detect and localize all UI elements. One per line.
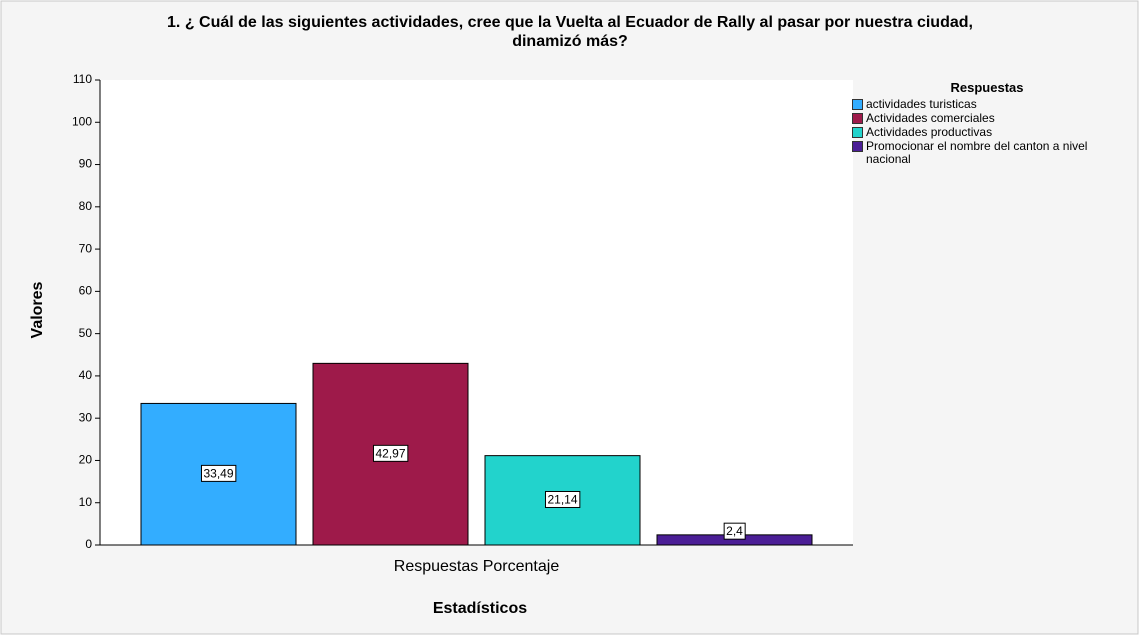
data-label-box: [544, 490, 581, 508]
legend-label: actividades turisticas: [866, 97, 977, 111]
legend-swatch: [852, 99, 863, 110]
bar: [484, 455, 641, 546]
legend-item: Promocionar el nombre del canton a nivel…: [852, 140, 1102, 166]
y-tick-label: 70: [79, 241, 93, 255]
y-tick-label: 80: [79, 199, 93, 213]
y-tick-label: 0: [85, 537, 92, 551]
y-tick-label: 50: [79, 326, 93, 340]
data-label: 21,14: [544, 490, 581, 508]
legend: Respuestas actividades turisticas Activid…: [852, 80, 1102, 167]
data-label-box: [372, 444, 409, 462]
data-label-text: 42,97: [375, 446, 405, 460]
y-tick-label: 100: [72, 114, 92, 128]
legend-swatch: [852, 127, 863, 138]
legend-label: Actividades comerciales: [866, 111, 995, 125]
legend-swatch: [852, 141, 863, 152]
data-label-text: 21,14: [547, 492, 577, 506]
x-axis-title: Estadísticos: [433, 600, 527, 617]
data-label-text: 2,4: [726, 524, 743, 538]
data-label: 2,4: [723, 522, 746, 540]
y-axis-title: Valores: [29, 281, 46, 338]
chart-title: 1. ¿ Cuál de las siguientes actividades,…: [167, 14, 973, 31]
y-tick-label: 40: [79, 368, 93, 382]
data-label: 33,49: [200, 464, 237, 482]
x-tick-label: Respuestas Porcentaje: [394, 558, 560, 575]
legend-item: actividades turisticas: [852, 98, 1102, 111]
y-tick-label: 20: [79, 453, 93, 467]
legend-label: Actividades productivas: [866, 125, 993, 139]
legend-swatch: [852, 113, 863, 124]
data-label-text: 33,49: [203, 466, 233, 480]
y-tick-label: 10: [79, 495, 93, 509]
legend-title: Respuestas: [950, 80, 1024, 95]
y-tick-label: 110: [73, 72, 92, 86]
chart-title: dinamizó más?: [512, 33, 628, 50]
y-tick-label: 30: [79, 410, 93, 424]
data-label-box: [200, 464, 237, 482]
legend-item: Actividades comerciales: [852, 112, 1102, 125]
data-label: 42,97: [372, 444, 409, 462]
y-tick-label: 60: [79, 284, 93, 298]
legend-label: Promocionar el nombre del canton a nivel…: [866, 139, 1088, 166]
legend-item: Actividades productivas: [852, 126, 1102, 139]
data-label-box: [723, 522, 746, 540]
y-tick-label: 90: [79, 157, 93, 171]
